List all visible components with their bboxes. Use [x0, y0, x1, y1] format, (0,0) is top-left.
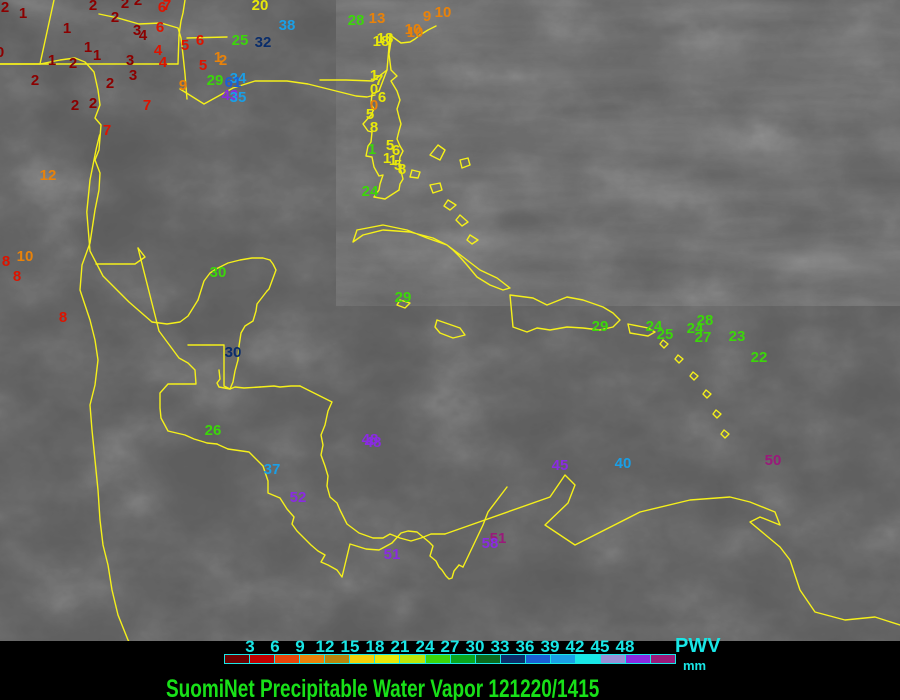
svg-text:6: 6: [196, 32, 204, 49]
svg-text:51: 51: [384, 546, 401, 563]
svg-text:30: 30: [466, 637, 485, 656]
svg-text:2: 2: [1, 0, 9, 16]
svg-text:22: 22: [751, 349, 768, 366]
svg-text:30: 30: [210, 264, 227, 281]
svg-text:24: 24: [362, 183, 379, 200]
svg-text:7: 7: [143, 97, 151, 114]
svg-text:29: 29: [592, 318, 609, 335]
svg-text:2: 2: [71, 97, 79, 114]
svg-text:2: 2: [89, 0, 97, 14]
svg-text:10: 10: [435, 4, 452, 21]
svg-text:1: 1: [19, 5, 27, 22]
svg-text:42: 42: [566, 637, 585, 656]
svg-text:7: 7: [103, 122, 111, 139]
svg-text:2: 2: [31, 72, 39, 89]
svg-text:8: 8: [398, 161, 406, 178]
svg-text:15: 15: [341, 637, 360, 656]
svg-text:9: 9: [423, 8, 431, 25]
svg-text:26: 26: [205, 422, 222, 439]
svg-text:25: 25: [232, 32, 249, 49]
svg-text:6: 6: [270, 637, 279, 656]
svg-text:12: 12: [40, 167, 57, 184]
svg-text:1: 1: [368, 141, 376, 158]
svg-text:24: 24: [416, 637, 435, 656]
svg-text:2: 2: [111, 9, 119, 26]
svg-text:38: 38: [279, 17, 296, 34]
svg-text:10: 10: [17, 248, 34, 265]
svg-text:1: 1: [93, 47, 101, 64]
svg-text:2: 2: [219, 52, 227, 69]
svg-text:28: 28: [697, 312, 714, 329]
svg-text:8: 8: [13, 268, 21, 285]
svg-text:27: 27: [441, 637, 460, 656]
svg-text:6: 6: [156, 19, 164, 36]
svg-text:18: 18: [377, 30, 394, 47]
svg-text:30: 30: [225, 344, 242, 361]
svg-text:48: 48: [362, 431, 379, 448]
svg-text:4: 4: [139, 27, 148, 44]
svg-text:52: 52: [290, 489, 307, 506]
svg-text:21: 21: [391, 637, 410, 656]
svg-text:45: 45: [591, 637, 610, 656]
svg-text:32: 32: [255, 34, 272, 51]
svg-text:3: 3: [129, 67, 137, 84]
svg-text:36: 36: [516, 637, 535, 656]
svg-text:5: 5: [181, 37, 189, 54]
svg-text:58: 58: [482, 535, 499, 552]
svg-text:35: 35: [230, 89, 247, 106]
svg-text:1: 1: [63, 20, 71, 37]
svg-text:2: 2: [89, 95, 97, 112]
svg-text:33: 33: [491, 637, 510, 656]
svg-text:39: 39: [541, 637, 560, 656]
svg-text:10: 10: [407, 24, 424, 41]
svg-text:2: 2: [106, 75, 114, 92]
svg-text:45: 45: [552, 457, 569, 474]
svg-text:3: 3: [245, 637, 254, 656]
svg-text:8: 8: [370, 119, 378, 136]
svg-text:2: 2: [121, 0, 129, 12]
svg-text:18: 18: [366, 637, 385, 656]
svg-text:12: 12: [316, 637, 335, 656]
svg-text:8: 8: [2, 253, 10, 270]
svg-text:20: 20: [252, 0, 269, 14]
svg-text:8: 8: [59, 309, 67, 326]
svg-text:29: 29: [395, 289, 412, 306]
svg-text:27: 27: [695, 329, 712, 346]
svg-text:13: 13: [369, 10, 386, 27]
svg-text:37: 37: [264, 461, 281, 478]
svg-text:48: 48: [616, 637, 635, 656]
svg-text:28: 28: [348, 12, 365, 29]
svg-text:2: 2: [69, 55, 77, 72]
svg-text:40: 40: [615, 455, 632, 472]
svg-text:4: 4: [159, 54, 168, 71]
svg-text:9: 9: [295, 637, 304, 656]
svg-text:9: 9: [179, 77, 187, 94]
svg-text:2: 2: [134, 0, 142, 9]
svg-text:6: 6: [158, 0, 166, 16]
svg-text:6: 6: [378, 89, 386, 106]
svg-text:50: 50: [765, 452, 782, 469]
svg-text:1: 1: [48, 52, 56, 69]
svg-text:1: 1: [84, 39, 92, 56]
svg-text:0: 0: [0, 44, 4, 61]
svg-text:25: 25: [657, 326, 674, 343]
svg-text:23: 23: [729, 328, 746, 345]
